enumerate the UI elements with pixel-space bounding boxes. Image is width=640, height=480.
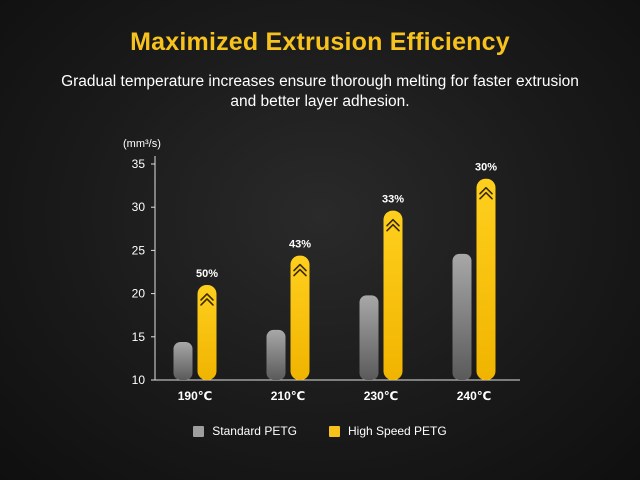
x-tick-label: 240℃ <box>457 389 492 403</box>
double-chevron-up-icon <box>479 186 493 200</box>
y-axis-unit-label: (mm³/s) <box>123 138 161 150</box>
bar-increase-label: 50% <box>196 268 218 280</box>
x-tick-label: 210℃ <box>271 389 306 403</box>
legend-label-standard: Standard PETG <box>212 424 297 438</box>
legend-item-standard: Standard PETG <box>193 424 297 438</box>
bar-standard-petg <box>452 253 472 380</box>
legend-swatch-standard <box>193 425 205 437</box>
bar-increase-label: 43% <box>289 239 311 251</box>
y-tick-label: 20 <box>132 287 146 301</box>
y-tick-label: 15 <box>132 330 146 344</box>
bar-increase-label: 30% <box>475 162 497 174</box>
bar-standard-petg <box>173 341 193 380</box>
bar-high-speed-petg <box>290 255 310 380</box>
y-tick-label: 35 <box>132 157 146 171</box>
bar-high-speed-petg <box>476 178 496 380</box>
chart-legend: Standard PETG High Speed PETG <box>0 424 640 438</box>
bar-high-speed-petg <box>197 284 217 380</box>
x-tick-label: 230℃ <box>364 389 399 403</box>
legend-label-high-speed: High Speed PETG <box>348 424 447 438</box>
y-tick-label: 30 <box>132 200 146 214</box>
bar-high-speed-petg <box>383 210 403 380</box>
legend-swatch-high-speed <box>329 425 340 437</box>
page-title: Maximized Extrusion Efficiency <box>130 28 510 56</box>
legend-item-high-speed: High Speed PETG <box>329 424 447 438</box>
double-chevron-up-icon <box>200 293 214 306</box>
y-tick-label: 10 <box>132 373 146 387</box>
bar-standard-petg <box>359 295 379 380</box>
bar-increase-label: 33% <box>382 194 404 206</box>
double-chevron-up-icon <box>293 263 307 277</box>
double-chevron-up-icon <box>386 218 400 232</box>
y-tick-label: 25 <box>132 243 146 257</box>
page-subtitle: Gradual temperature increases ensure tho… <box>61 73 579 110</box>
bar-standard-petg <box>266 329 286 380</box>
x-tick-label: 190℃ <box>178 389 213 403</box>
